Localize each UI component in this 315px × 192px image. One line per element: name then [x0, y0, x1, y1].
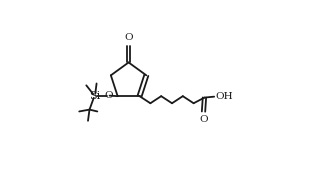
Text: O: O: [199, 115, 208, 124]
Text: O: O: [124, 33, 133, 42]
Text: Si: Si: [89, 91, 100, 101]
Text: O: O: [104, 91, 113, 100]
Text: OH: OH: [216, 92, 233, 101]
